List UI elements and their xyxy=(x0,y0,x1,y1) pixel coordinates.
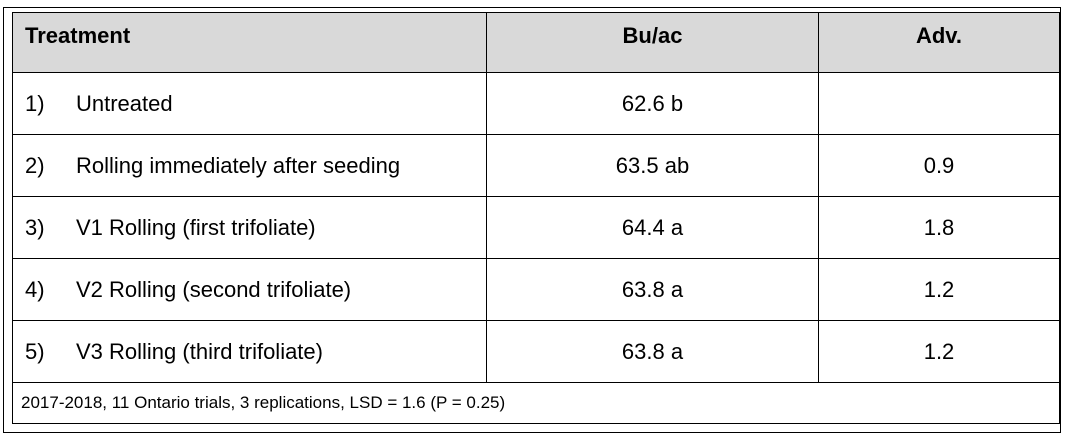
row-number: 5) xyxy=(25,338,45,364)
table-row: 1) Untreated 62.6 b xyxy=(12,72,1060,135)
treatment-cell: 5) V3 Rolling (third trifoliate) xyxy=(12,320,487,383)
treatment-name: Untreated xyxy=(76,90,173,116)
treatment-name: Rolling immediately after seeding xyxy=(76,152,401,178)
advantage-cell xyxy=(818,72,1060,135)
yield-cell: 63.8 a xyxy=(486,320,819,383)
header-row: Treatment Bu/ac Adv. xyxy=(12,12,1060,73)
treatment-cell: 1) Untreated xyxy=(12,72,487,135)
treatment-name: V3 Rolling (third trifoliate) xyxy=(76,338,323,364)
outer-frame xyxy=(3,7,1061,433)
treatment-cell: 3) V1 Rolling (first trifoliate) xyxy=(12,196,487,259)
results-table: Treatment Bu/ac Adv. 1) Untreated 62.6 b 2)… xyxy=(12,12,1060,424)
header-cell: Bu/ac xyxy=(486,12,819,73)
row-number: 3) xyxy=(25,214,45,240)
footnote: 2017-2018, 11 Ontario trials, 3 replicat… xyxy=(12,382,1060,424)
table-row: 4) V2 Rolling (second trifoliate) 63.8 a 1.… xyxy=(12,258,1060,321)
advantage-cell: 1.2 xyxy=(818,320,1060,383)
row-number: 2) xyxy=(25,152,45,178)
yield-cell: 63.5 ab xyxy=(486,134,819,197)
treatment-name: V2 Rolling (second trifoliate) xyxy=(76,276,352,302)
advantage-cell: 0.9 xyxy=(818,134,1060,197)
footer-row: 2017-2018, 11 Ontario trials, 3 replicat… xyxy=(12,382,1060,424)
yield-cell: 64.4 a xyxy=(486,196,819,259)
yield-cell: 62.6 b xyxy=(486,72,819,135)
table-row: 5) V3 Rolling (third trifoliate) 63.8 a 1.2 xyxy=(12,320,1060,383)
treatment-name: V1 Rolling (first trifoliate) xyxy=(76,214,316,240)
table-row: 2) Rolling immediately after seeding 63.5 … xyxy=(12,134,1060,197)
header-cell: Adv. xyxy=(818,12,1060,73)
treatment-cell: 4) V2 Rolling (second trifoliate) xyxy=(12,258,487,321)
treatment-cell: 2) Rolling immediately after seeding xyxy=(12,134,487,197)
table-row: 3) V1 Rolling (first trifoliate) 64.4 a 1.8 xyxy=(12,196,1060,259)
advantage-cell: 1.8 xyxy=(818,196,1060,259)
table-body: 1) Untreated 62.6 b 2) Rolling immediately a… xyxy=(12,72,1060,383)
advantage-cell: 1.2 xyxy=(818,258,1060,321)
row-number: 1) xyxy=(25,90,45,116)
row-number: 4) xyxy=(25,276,45,302)
yield-cell: 63.8 a xyxy=(486,258,819,321)
header-cell: Treatment xyxy=(12,12,487,73)
